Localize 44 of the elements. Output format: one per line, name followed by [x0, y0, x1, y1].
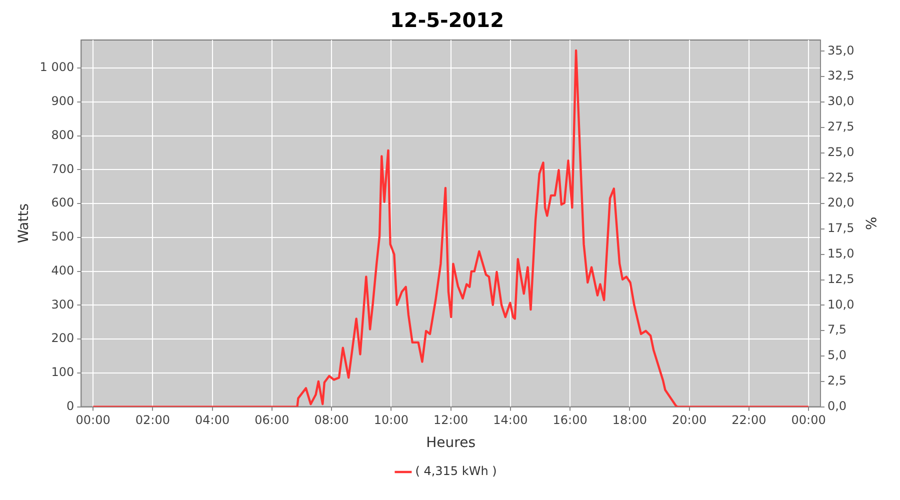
y2-tick-label: 0,0: [827, 398, 847, 413]
y-tick-label: 200: [51, 331, 74, 346]
x-tick-label: 04:00: [195, 413, 230, 428]
y2-tick-label: 17,5: [827, 221, 854, 236]
x-tick-label: 12:00: [434, 413, 468, 428]
chart-title: 12-5-2012: [390, 8, 504, 32]
legend-label: ( 4,315 kWh ): [415, 464, 497, 478]
y2-tick-label: 2,5: [827, 374, 847, 388]
x-tick-label: 08:00: [314, 413, 349, 428]
x-tick-label: 00:00: [76, 413, 110, 428]
x-tick-label: 20:00: [672, 413, 707, 428]
y2-tick-label: 35,0: [827, 43, 854, 58]
x-tick-label: 00:00: [791, 413, 826, 428]
x-tick-label: 22:00: [732, 413, 766, 428]
y-tick-label: 1 000: [40, 60, 74, 74]
y-tick-label: 700: [51, 162, 74, 176]
y-tick-label: 300: [51, 297, 74, 312]
x-tick-label: 06:00: [254, 413, 290, 428]
y2-tick-label: 30,0: [827, 94, 854, 108]
y2-tick-label: 12,5: [827, 272, 854, 286]
y-tick-label: 600: [51, 196, 74, 210]
x-tick-label: 02:00: [135, 413, 170, 428]
y2-tick-label: 5,0: [827, 348, 847, 362]
y-tick-label: 0: [66, 398, 74, 413]
y2-tick-label: 32,5: [827, 68, 854, 83]
y2-tick-label: 25,0: [827, 144, 854, 159]
y-axis-title: Watts: [16, 203, 32, 244]
y2-tick-label: 27,5: [827, 120, 854, 134]
y-tick-label: 400: [51, 263, 74, 278]
y2-axis-title: %: [862, 216, 878, 230]
y2-tick-label: 15,0: [827, 246, 854, 261]
y2-tick-label: 20,0: [827, 196, 854, 210]
x-tick-label: 10:00: [374, 413, 408, 428]
y-tick-label: 800: [51, 128, 74, 142]
x-tick-label: 16:00: [552, 413, 588, 428]
x-tick-label: 18:00: [612, 413, 647, 428]
x-tick-label: 14:00: [493, 413, 528, 428]
y-tick-label: 500: [51, 230, 74, 244]
y-tick-label: 100: [51, 365, 74, 380]
x-axis-title: Heures: [426, 435, 476, 452]
y2-tick-label: 22,5: [827, 170, 854, 184]
y2-tick-label: 7,5: [827, 322, 847, 337]
y2-tick-label: 10,0: [827, 297, 854, 312]
y-tick-label: 900: [51, 94, 74, 108]
